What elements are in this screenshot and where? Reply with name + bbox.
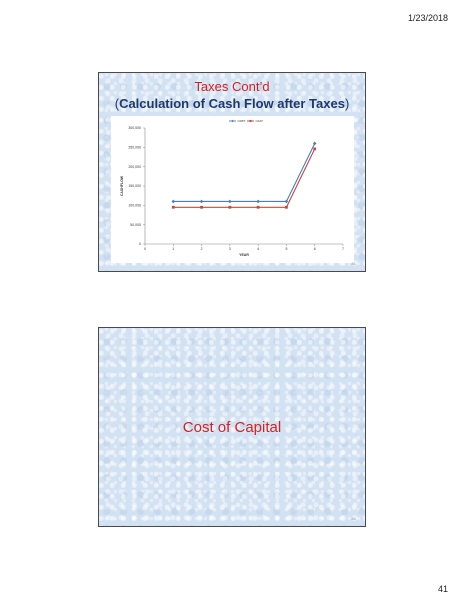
x-tick-label: 0 [144,247,146,251]
slide-taxes: Taxes Cont’d (Calculation of Cash Flow a… [98,72,366,272]
y-axis-label: CASHFLOW [120,175,124,196]
x-tick-label: 3 [229,247,231,251]
data-point-cfbt [171,199,176,204]
data-point-cfat [171,205,175,209]
slide-cost-of-capital: Cost of Capital 82 [98,327,366,527]
page-number: 41 [437,584,448,594]
data-point-cfat [228,205,232,209]
y-tick-label: 200,000 [128,165,141,169]
slide-subtitle: (Calculation of Cash Flow after Taxes) [99,96,365,111]
x-tick-label: 5 [285,247,287,251]
page-date: 1/23/2018 [407,13,448,23]
legend-label-cfbt: CFBT [238,119,246,123]
chart-svg: 0 50,000 100,000 150,000 200,000 250,000 300,0… [120,119,344,257]
y-tick-label: 250,000 [128,146,141,150]
subtitle-close-paren: ) [344,96,350,111]
subtitle-text: Calculation of Cash Flow after Taxes [119,96,345,111]
y-tick-label: 0 [139,242,141,246]
y-tick-label: 100,000 [128,204,141,208]
slide-number: 81 [351,261,356,266]
data-point-cfbt [256,199,260,204]
legend-label-cfat: CFAT [256,119,264,123]
data-point-cfbt [199,199,204,204]
legend-marker-cfat [249,120,252,122]
data-point-cfat [313,147,317,151]
data-point-cfat [256,205,260,209]
x-tick-label: 7 [342,247,344,251]
data-point-cfat [285,205,288,209]
subtitle-open-paren: ( [114,96,120,111]
data-point-cfat [200,205,203,209]
data-point-cfbt [312,141,317,146]
x-tick-label: 6 [314,247,316,251]
y-tick-label: 150,000 [128,184,141,188]
cash-flow-chart: 0 50,000 100,000 150,000 200,000 250,000 300,0… [111,116,354,263]
slide-title: Taxes Cont’d [194,79,270,94]
data-point-cfbt [284,199,289,204]
x-axis-label: YEAR [239,253,249,257]
legend-marker-cfbt [231,119,234,123]
slide-number: 82 [351,516,356,521]
x-tick-label: 2 [201,247,203,251]
y-tick-label: 50,000 [130,223,141,227]
x-tick-label: 4 [257,247,259,251]
series-line-cfat [173,148,316,208]
x-tick-label: 1 [172,247,174,251]
series-line-cfbt [173,143,316,203]
y-tick-label: 300,000 [128,126,141,130]
data-point-cfbt [228,199,232,204]
slide-title: Cost of Capital [182,419,282,436]
